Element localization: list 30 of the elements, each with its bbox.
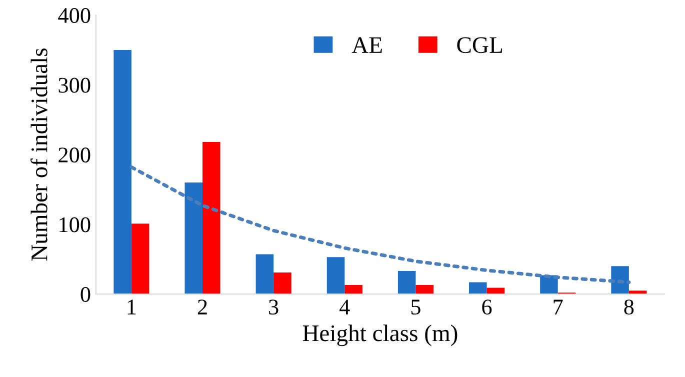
x-tick-label: 8 [624,300,634,315]
x-tick-label: 4 [340,300,350,314]
x-axis-title: Height class (m) [302,324,458,346]
y-tick-label: 200 [58,148,90,162]
x-tick-label: 2 [198,300,207,314]
y-tick-label: 0 [80,286,90,302]
bar [344,284,362,294]
y-tick-label: 300 [58,78,90,93]
bar [611,266,629,294]
bar [326,257,345,294]
bar [256,254,274,294]
bar [202,142,220,294]
bar [416,284,434,294]
bar [131,224,150,294]
bar [398,271,416,294]
y-axis-title: Number of individuals [30,48,48,261]
legend-label: AE [352,37,382,53]
line-series [130,165,631,284]
x-tick-label: 5 [411,300,420,315]
x-tick-label: 7 [554,300,563,314]
x-tick-label: 6 [482,300,492,315]
legend-label: CGL [457,37,502,54]
bar [274,272,292,294]
x-tick-label: 1 [128,300,136,314]
bar [469,282,487,294]
x-tick-label: 3 [269,300,278,315]
y-tick-label: 100 [60,217,90,232]
bar [184,182,203,294]
bar [114,50,132,294]
y-tick-label: 400 [58,8,90,24]
